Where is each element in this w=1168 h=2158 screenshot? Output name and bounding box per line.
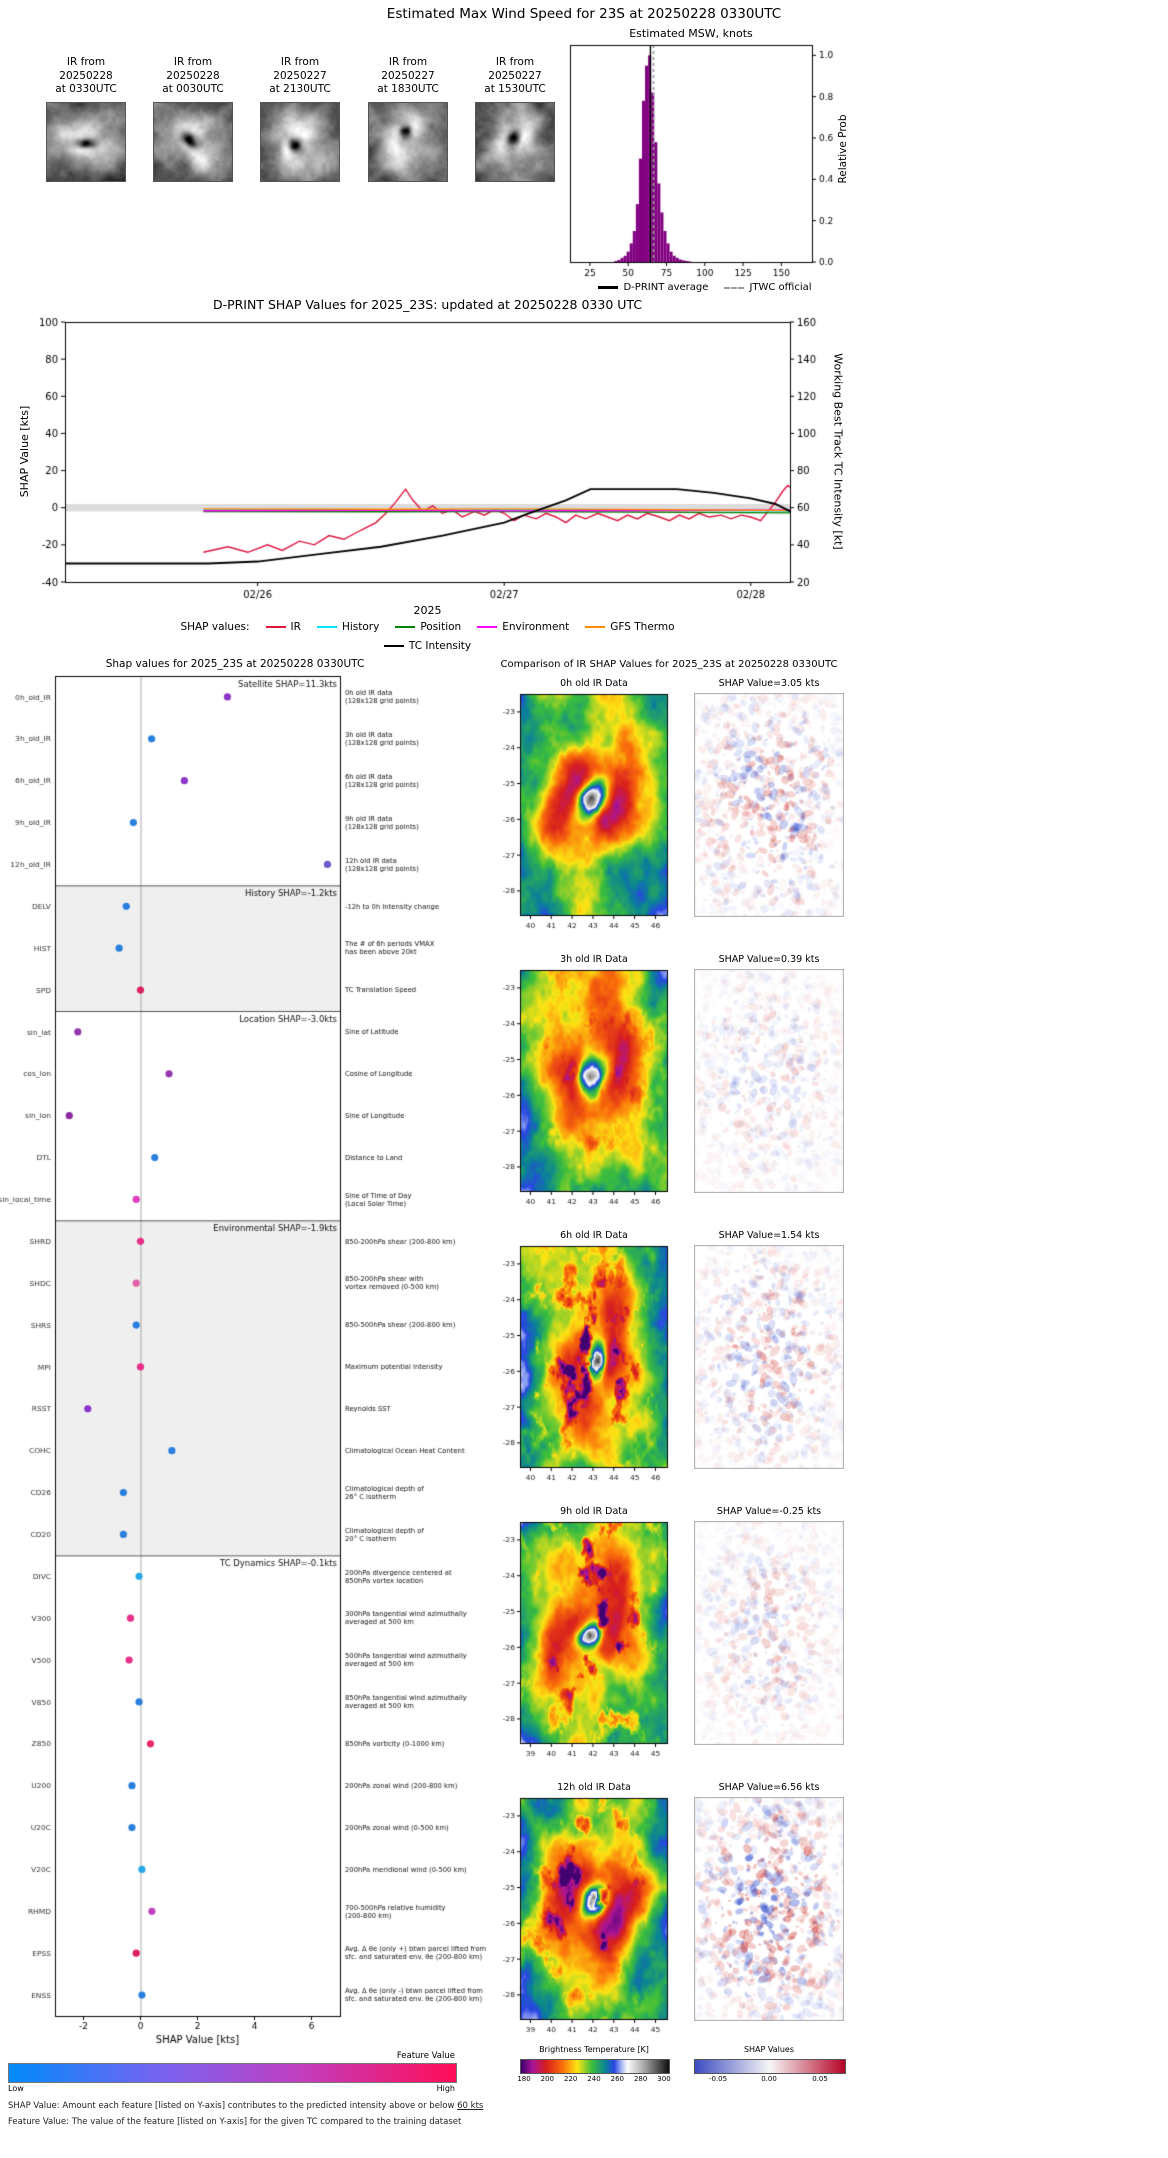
ir-thumbnail-0-image — [46, 101, 126, 182]
footnote-feature-value: Feature Value: The value of the feature … — [8, 2117, 462, 2127]
shap-row-0-title: SHAP Value=3.05 kts — [718, 678, 820, 689]
timeseries-legend-row1: SHAP values: IR History Position Environ… — [65, 621, 790, 633]
shap-dotplot-canvas — [0, 655, 500, 2050]
legend-jtwc-official-label: JTWC official — [749, 282, 812, 293]
ir-image-9h — [480, 1518, 672, 1764]
legend-gfs-thermo-label: GFS Thermo — [610, 621, 675, 633]
bt-tick-label: 180 — [517, 2075, 531, 2083]
ir-image-6h — [480, 1242, 672, 1488]
legend-item-gfs-thermo: GFS Thermo — [585, 621, 675, 633]
histogram-legend: D-PRINT average JTWC official — [540, 282, 870, 293]
timeseries-ylabel-left: SHAP Value [kts] — [18, 405, 31, 498]
timeseries-legend-row2: TC Intensity — [65, 640, 790, 652]
legend-prefix: SHAP values: — [180, 621, 250, 633]
footnote-shap-value-underline: 60 kts — [457, 2101, 484, 2111]
shap-row-4-title: SHAP Value=6.56 kts — [718, 1782, 820, 1793]
legend-item-history: History — [316, 621, 380, 633]
footnote-shap-value-text: SHAP Value: Amount each feature [listed … — [8, 2101, 458, 2111]
bt-colorbar-label: Brightness Temperature [K] — [539, 2045, 649, 2054]
legend-environment-label: Environment — [502, 621, 570, 633]
history-line-icon — [316, 625, 337, 629]
shap-tick-label: -0.05 — [708, 2075, 728, 2083]
ir-row-0-title: 0h old IR Data — [560, 678, 628, 689]
ir-line-icon — [265, 625, 286, 629]
shap-heatmap-0h — [694, 693, 844, 917]
legend-item-ir: IR — [265, 621, 301, 633]
legend-tc-intensity-label: TC Intensity — [408, 640, 472, 652]
legend-item-position: Position — [395, 621, 461, 633]
timeseries-xlabel: 2025 — [413, 604, 442, 617]
ir-thumbnail-4-label: IR from 20250227 at 1530UTC — [484, 56, 546, 95]
shap-heatmap-9h — [694, 1521, 844, 1745]
gfs-thermo-line-icon — [585, 625, 606, 629]
shap-row-2-title: SHAP Value=1.54 kts — [718, 1230, 820, 1241]
legend-dprint-average-label: D-PRINT average — [623, 282, 709, 293]
shap-colorbar-ticks: -0.05 0.00 0.05 — [701, 2075, 837, 2083]
footnote-shap-value: SHAP Value: Amount each feature [listed … — [8, 2101, 483, 2111]
ir-image-0h — [480, 690, 672, 936]
ir-image-3h — [480, 966, 672, 1212]
bt-tick-label: 200 — [540, 2075, 555, 2083]
feature-value-label: Feature Value — [396, 2051, 455, 2061]
shap-row-1-title: SHAP Value=0.39 kts — [718, 954, 820, 965]
shap-heatmap-6h — [694, 1245, 844, 1469]
position-line-icon — [395, 625, 416, 629]
bt-colorbar — [520, 2059, 670, 2074]
ir-thumbnail-1-label: IR from 20250228 at 0030UTC — [162, 56, 224, 95]
ir-thumbnail-3: IR from 20250227 at 1830UTC — [356, 56, 460, 182]
bt-tick-label: 220 — [563, 2075, 578, 2083]
legend-history-label: History — [341, 621, 380, 633]
environment-line-icon — [477, 625, 498, 629]
ir-row-3-title: 9h old IR Data — [560, 1506, 628, 1517]
ir-thumbnail-1-image — [153, 101, 233, 182]
shap-heatmap-12h — [694, 1797, 844, 2021]
ir-thumbnail-2-label: IR from 20250227 at 2130UTC — [269, 56, 331, 95]
ir-thumbnail-2: IR from 20250227 at 2130UTC — [248, 56, 352, 182]
shap-row-3-title: SHAP Value=-0.25 kts — [716, 1506, 822, 1517]
legend-item-tc-intensity: TC Intensity — [383, 640, 472, 652]
tc-intensity-line-icon — [383, 644, 404, 648]
shap-tick-label: 0.00 — [761, 2075, 777, 2083]
ir-row-4-title: 12h old IR Data — [557, 1782, 631, 1793]
ir-thumbnail-1: IR from 20250228 at 0030UTC — [141, 56, 245, 182]
histogram-ylabel: Relative Prob — [837, 114, 849, 184]
feature-value-colorbar — [8, 2063, 457, 2083]
ir-image-12h — [480, 1794, 672, 2040]
ir-thumbnail-0-label: IR from 20250228 at 0330UTC — [55, 56, 117, 95]
bt-colorbar-ticks: 180 200 220 240 260 280 300 — [513, 2075, 675, 2083]
legend-item-dprint-average: D-PRINT average — [598, 282, 708, 293]
ir-thumbnail-3-label: IR from 20250227 at 1830UTC — [377, 56, 439, 95]
ir-thumbnail-3-image — [368, 101, 448, 182]
legend-item-jtwc-official: JTWC official — [724, 282, 812, 293]
solid-line-icon — [598, 286, 619, 289]
timeseries-title: D-PRINT SHAP Values for 2025_23S: update… — [212, 297, 643, 312]
ir-row-2-title: 6h old IR Data — [560, 1230, 628, 1241]
shap-heatmap-3h — [694, 969, 844, 1193]
feature-value-low-label: Low — [8, 2084, 24, 2093]
shap-tick-label: 0.05 — [812, 2075, 828, 2083]
shap-colorbar-label: SHAP Values — [743, 2045, 795, 2054]
ir-thumbnail-2-image — [260, 101, 340, 182]
shap-colorbar — [694, 2059, 846, 2074]
shap-timeseries-canvas — [0, 312, 880, 612]
legend-item-environment: Environment — [477, 621, 569, 633]
bt-tick-label: 260 — [610, 2075, 624, 2083]
bt-tick-label: 300 — [657, 2075, 671, 2083]
page-title: Estimated Max Wind Speed for 23S at 2025… — [386, 6, 782, 22]
bt-tick-label: 280 — [633, 2075, 648, 2083]
ir-thumbnail-0: IR from 20250228 at 0330UTC — [34, 56, 138, 182]
msw-histogram-canvas — [540, 22, 870, 297]
feature-value-high-label: High — [436, 2084, 455, 2093]
ir-comparison-title: Comparison of IR SHAP Values for 2025_23… — [500, 659, 838, 670]
timeseries-ylabel-right: Working Best Track TC Intensity [kt] — [831, 353, 845, 550]
legend-ir-label: IR — [290, 621, 301, 633]
dashed-line-icon — [724, 286, 745, 289]
ir-row-1-title: 3h old IR Data — [560, 954, 628, 965]
legend-position-label: Position — [420, 621, 462, 633]
bt-tick-label: 240 — [587, 2075, 601, 2083]
